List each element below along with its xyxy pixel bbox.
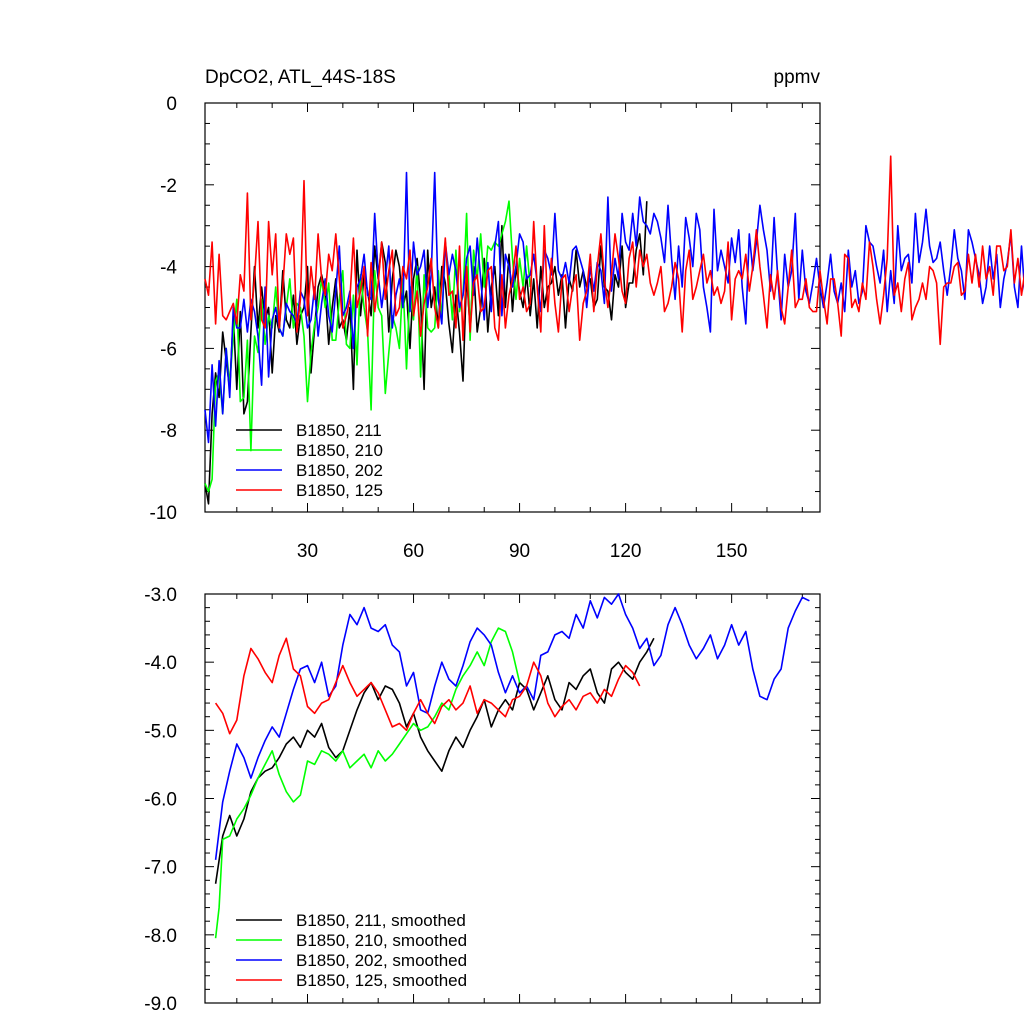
y-tick-label: -8.0 <box>144 926 177 947</box>
x-tick-label: 30 <box>297 541 318 562</box>
x-tick-label: 150 <box>716 541 748 562</box>
legend-label: B1850, 202, smoothed <box>296 951 467 970</box>
y-tick-label: -5.0 <box>144 721 177 742</box>
legend-label: B1850, 211, smoothed <box>296 911 466 930</box>
y-tick-label: -6.0 <box>144 790 177 811</box>
series-line-3 <box>214 593 810 860</box>
y-tick-label: -3.0 <box>144 585 177 606</box>
series-line-1 <box>214 637 655 884</box>
units-label: ppmv <box>774 67 821 88</box>
y-tick-label: -4.0 <box>144 653 177 674</box>
series-line-4 <box>214 637 641 735</box>
bottom-panel: -3.0 -4.0 -5.0 -6.0 -7.0 -8.0 -9.0 B1850, 211, … <box>144 585 821 1015</box>
y-tick-label: -9.0 <box>144 994 177 1015</box>
x-tick-label: 90 <box>509 541 530 562</box>
y-tick-label: -8 <box>160 421 177 442</box>
series-line-2 <box>214 627 521 939</box>
y-tick-label: -4 <box>160 258 177 279</box>
y-tick-label: -10 <box>150 503 177 524</box>
legend-label: B1850, 211 <box>296 421 382 440</box>
legend-label: B1850, 125 <box>296 481 383 500</box>
y-tick-label: -7.0 <box>144 858 177 879</box>
y-tick-label: -2 <box>160 176 177 197</box>
x-tick-label: 60 <box>403 541 424 562</box>
legend-label: B1850, 202 <box>296 461 383 480</box>
legend-label: B1850, 125, smoothed <box>296 971 467 990</box>
top-panel: DpCO2, ATL_44S-18S ppmv 0 -2 -4 -6 -8 -10 30 60… <box>150 67 1024 562</box>
chart-title: DpCO2, ATL_44S-18S <box>205 67 396 88</box>
series-line-1 <box>204 201 648 505</box>
y-tick-label: -6 <box>160 339 177 360</box>
x-tick-label: 120 <box>610 541 642 562</box>
series-line-3 <box>204 171 1024 444</box>
y-tick-label: 0 <box>166 94 177 115</box>
legend-label: B1850, 210 <box>296 441 383 460</box>
series-line-4 <box>204 155 1024 346</box>
legend-label: B1850, 210, smoothed <box>296 931 467 950</box>
